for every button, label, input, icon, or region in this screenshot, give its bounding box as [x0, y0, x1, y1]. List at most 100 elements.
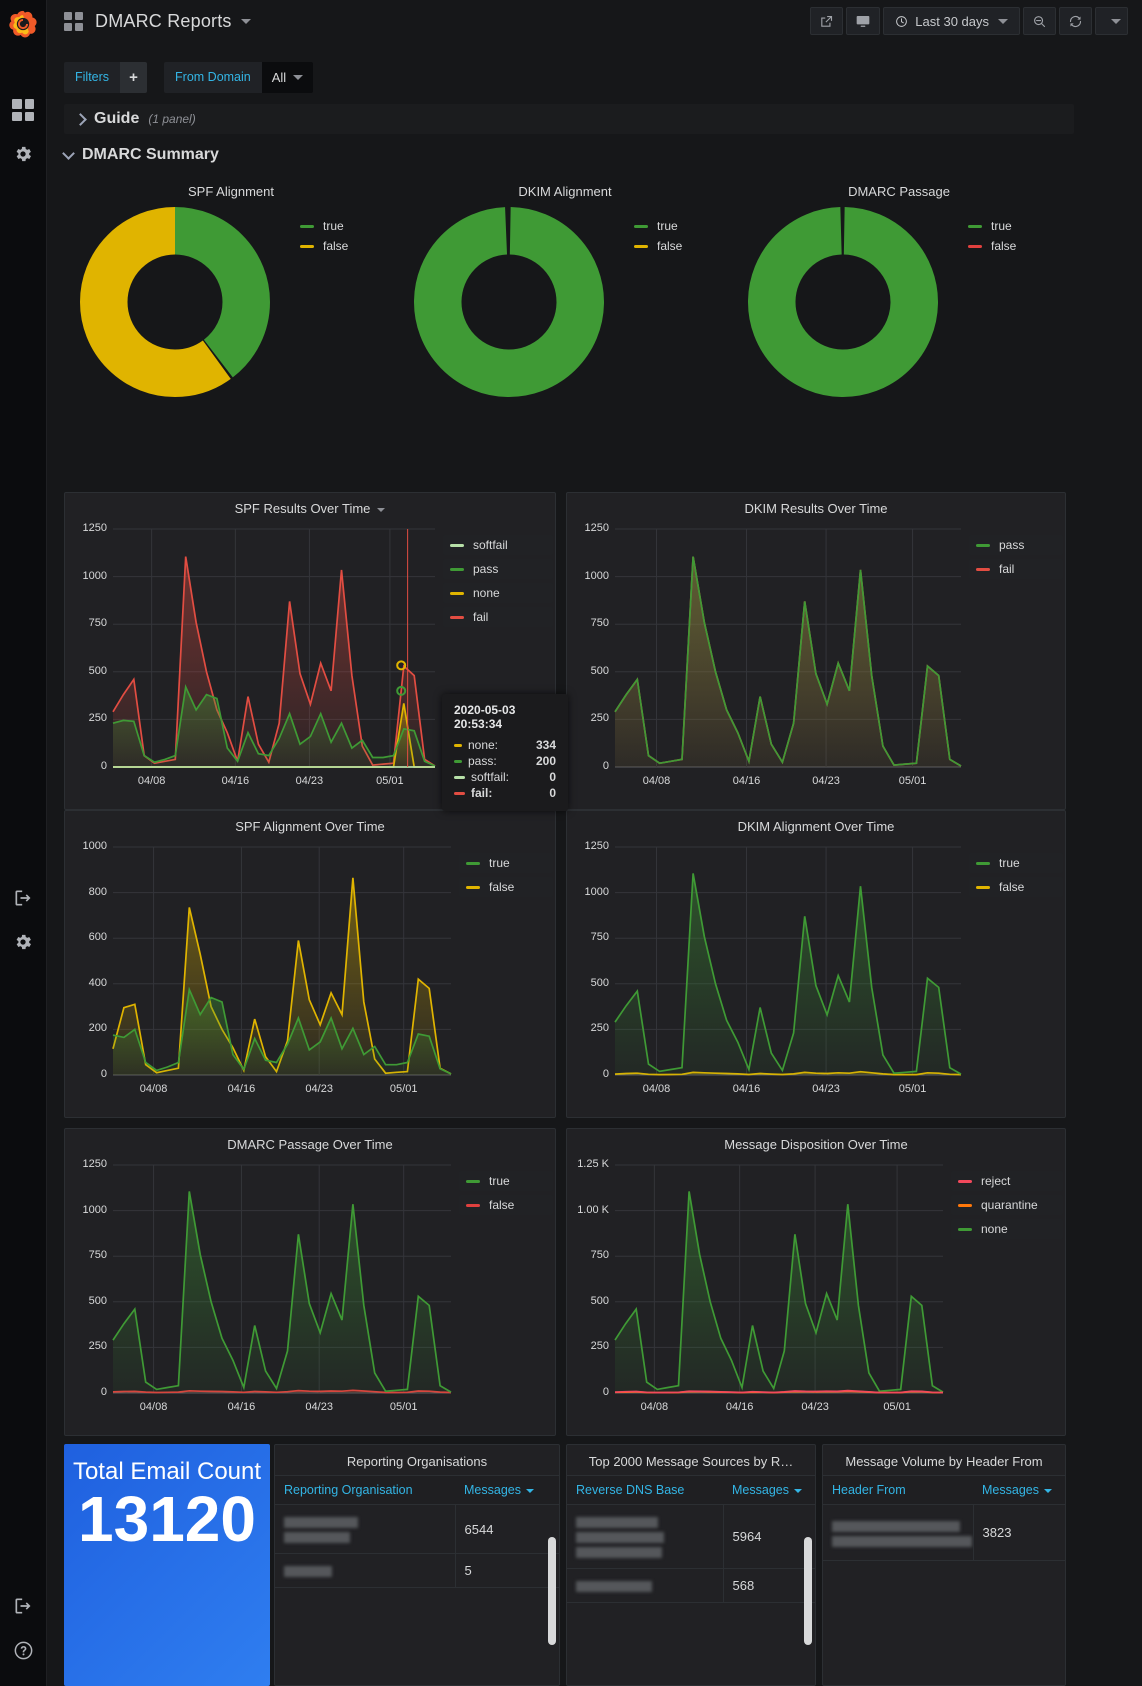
x-axis-tick-label: 05/01	[898, 775, 927, 787]
legend-item[interactable]: true	[459, 1171, 553, 1191]
from-domain-select[interactable]: All	[261, 61, 314, 93]
sign-in-icon	[15, 890, 31, 906]
sidebar-item-signin-bottom[interactable]	[0, 1584, 47, 1628]
y-axis-tick-label: 500	[590, 976, 609, 989]
legend-swatch-true	[466, 1179, 480, 1183]
chevron-down-icon[interactable]	[240, 18, 251, 24]
table-row[interactable]: 5	[275, 1553, 559, 1588]
legend-item[interactable]: true	[300, 216, 348, 236]
legend-item[interactable]: false	[300, 236, 348, 256]
legend-item[interactable]: quarantine	[951, 1195, 1063, 1215]
page-title[interactable]: DMARC Reports	[95, 10, 232, 31]
panel-total-email-count[interactable]: Total Email Count 13120	[64, 1444, 270, 1686]
panel-title[interactable]: SPF Results Over Time	[65, 493, 555, 521]
dmarc-passage-donut[interactable]	[748, 202, 938, 402]
legend-item[interactable]: false	[459, 877, 553, 897]
panel-title[interactable]: DKIM Results Over Time	[744, 501, 888, 516]
legend-label: none	[981, 1222, 1008, 1236]
column-header-org[interactable]: Reporting Organisation	[275, 1475, 455, 1505]
time-range-picker[interactable]: Last 30 days	[883, 7, 1020, 35]
legend-swatch-true	[466, 861, 480, 865]
legend-label: quarantine	[981, 1198, 1038, 1212]
table-row[interactable]: 568	[567, 1568, 815, 1603]
panel-title[interactable]: DKIM Alignment Over Time	[737, 819, 895, 834]
legend-item[interactable]: reject	[951, 1171, 1063, 1191]
legend-item[interactable]: true	[459, 853, 553, 873]
column-header-messages[interactable]: Messages	[455, 1475, 559, 1505]
y-axis-tick-label: 500	[88, 664, 107, 677]
spf-alignment-donut[interactable]	[80, 202, 270, 402]
legend-label: true	[489, 856, 510, 870]
spf-results-over-time-plot[interactable]	[65, 493, 557, 811]
legend-item[interactable]: false	[968, 236, 1016, 256]
spf-alignment-over-time-plot[interactable]	[65, 811, 557, 1119]
sidebar-item-signin[interactable]	[0, 876, 47, 920]
series-line-true	[112, 1191, 452, 1393]
legend-swatch-true	[968, 224, 982, 228]
panel-top-message-sources: Top 2000 Message Sources by R… Reverse D…	[566, 1444, 816, 1686]
legend-item[interactable]: none	[443, 583, 553, 603]
table-row[interactable]: 5964	[567, 1504, 815, 1569]
legend: true false	[300, 216, 348, 256]
legend-item[interactable]: true	[969, 853, 1063, 873]
panel-dkim-alignment: DKIM Alignment true false	[398, 176, 732, 426]
sidebar-item-configuration[interactable]	[0, 132, 47, 176]
tooltip-value: 0	[549, 786, 556, 800]
legend-item[interactable]: false	[459, 1195, 553, 1215]
legend-item[interactable]: true	[634, 216, 682, 236]
table-scrollbar[interactable]	[804, 1537, 812, 1645]
message-disposition-over-time-plot[interactable]	[567, 1129, 1067, 1437]
grafana-logo-icon[interactable]	[5, 6, 41, 42]
dkim-results-over-time-plot[interactable]	[567, 493, 1067, 811]
legend-swatch-false	[634, 244, 648, 248]
series-area-pass	[615, 556, 961, 767]
table-row[interactable]: 3823	[823, 1504, 1065, 1561]
panel-title[interactable]: SPF Alignment Over Time	[235, 819, 385, 834]
zoom-out-time-button[interactable]	[1023, 7, 1056, 35]
add-filter-button[interactable]: +	[120, 61, 148, 93]
column-header-messages[interactable]: Messages	[723, 1475, 815, 1505]
legend-swatch-false	[976, 885, 990, 889]
tooltip-label: softfail:	[471, 770, 510, 784]
table-row[interactable]: 6544	[275, 1504, 559, 1554]
table-scrollbar[interactable]	[548, 1537, 556, 1645]
legend-item[interactable]: false	[634, 236, 682, 256]
tooltip-label: none:	[467, 738, 498, 752]
share-dashboard-button[interactable]	[810, 7, 844, 35]
refresh-interval-dropdown[interactable]	[1095, 7, 1128, 35]
tooltip-swatch	[454, 775, 465, 779]
dkim-alignment-donut[interactable]	[414, 202, 604, 402]
column-header-header-from[interactable]: Header From	[823, 1475, 973, 1505]
column-header-messages[interactable]: Messages	[973, 1475, 1065, 1505]
sidebar-item-dashboards[interactable]	[0, 88, 47, 132]
x-axis-tick-label: 04/08	[642, 1083, 671, 1095]
legend-item[interactable]: fail	[443, 607, 553, 627]
cell-messages: 5	[455, 1553, 559, 1588]
dmarc-passage-over-time-plot[interactable]	[65, 1129, 557, 1437]
tv-mode-button[interactable]	[846, 7, 881, 35]
panel-title[interactable]: DMARC Passage Over Time	[227, 1137, 393, 1152]
legend-swatch-reject	[958, 1179, 972, 1183]
row-header-guide[interactable]: Guide (1 panel)	[64, 104, 1074, 134]
panel-title[interactable]: Message Disposition Over Time	[724, 1137, 908, 1152]
panel-title: Reporting Organisations	[346, 1454, 488, 1469]
legend-item[interactable]: true	[968, 216, 1016, 236]
legend-item[interactable]: softfail	[443, 535, 553, 555]
column-header-rdns[interactable]: Reverse DNS Base	[567, 1475, 723, 1505]
series-line-pass	[112, 684, 436, 767]
legend-item[interactable]: none	[951, 1219, 1063, 1239]
row-header-dmarc-summary[interactable]: DMARC Summary	[62, 140, 219, 170]
stat-value: 13120	[78, 1483, 256, 1555]
refresh-button[interactable]	[1059, 7, 1092, 35]
legend-swatch-quarantine	[958, 1203, 972, 1207]
sidebar-item-admin[interactable]	[0, 920, 47, 964]
legend-item[interactable]: false	[969, 877, 1063, 897]
legend-item[interactable]: pass	[969, 535, 1063, 555]
dkim-alignment-over-time-plot[interactable]	[567, 811, 1067, 1119]
legend-item[interactable]: fail	[969, 559, 1063, 579]
gear-icon	[16, 934, 31, 950]
legend-item[interactable]: pass	[443, 559, 553, 579]
dashboard-grid-icon	[64, 11, 83, 31]
legend-label: false	[657, 239, 683, 253]
sidebar-item-help[interactable]	[0, 1628, 47, 1672]
